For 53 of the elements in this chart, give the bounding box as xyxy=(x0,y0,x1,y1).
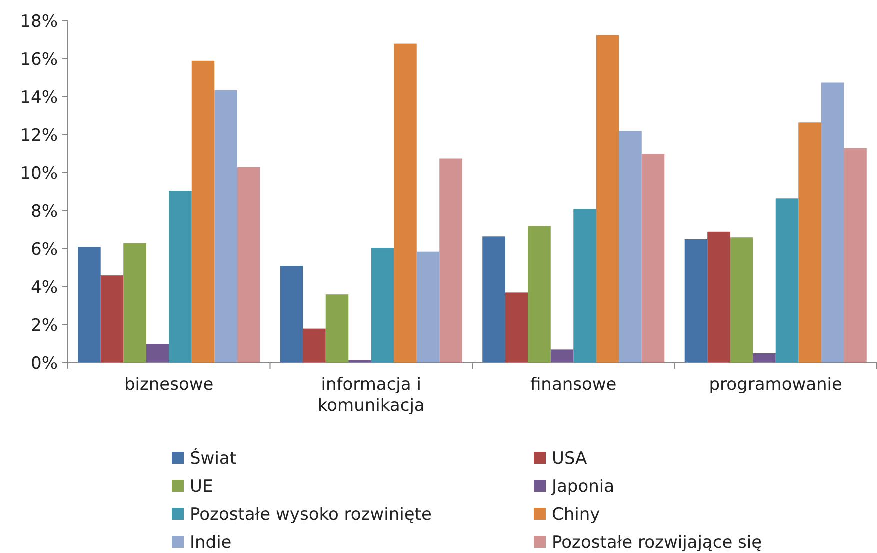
legend-label: USA xyxy=(552,448,588,469)
bar xyxy=(798,122,822,363)
x-tick-label: programowanie xyxy=(709,375,842,395)
x-tick-label: informacja i komunikacja xyxy=(318,375,425,416)
bar xyxy=(684,240,708,363)
legend-label: Indie xyxy=(190,532,232,553)
bar xyxy=(550,350,574,363)
bar xyxy=(708,232,730,363)
bar xyxy=(78,247,101,363)
legend-label: Pozostałe wysoko rozwinięte xyxy=(190,504,432,525)
bar xyxy=(303,328,326,363)
legend-label: Chiny xyxy=(552,504,600,525)
legend-label: UE xyxy=(190,476,214,497)
bar xyxy=(505,292,528,363)
bar xyxy=(237,167,260,363)
bar xyxy=(394,44,417,363)
bar xyxy=(596,35,620,363)
bar xyxy=(169,191,192,363)
y-tick-label: 6% xyxy=(31,240,58,260)
bar xyxy=(440,158,462,363)
bar xyxy=(146,344,170,363)
bar xyxy=(100,276,124,363)
bar xyxy=(642,154,665,363)
y-tick-label: 4% xyxy=(31,278,58,298)
y-tick-label: 2% xyxy=(31,316,58,336)
y-tick-label: 16% xyxy=(20,50,58,70)
y-tick-label: 8% xyxy=(31,202,58,222)
bar xyxy=(528,226,551,363)
y-tick-label: 14% xyxy=(20,88,58,108)
bar xyxy=(124,243,146,363)
y-tick-label: 0% xyxy=(31,354,58,374)
y-tick-label: 10% xyxy=(20,164,58,184)
bar xyxy=(776,198,799,363)
x-tick-label: finansowe xyxy=(530,375,617,395)
bar xyxy=(192,60,215,363)
bar xyxy=(326,294,349,363)
legend-label: Pozostałe rozwijające się xyxy=(552,532,762,553)
bar xyxy=(821,82,844,363)
legend-label: Japonia xyxy=(551,476,615,497)
bar xyxy=(214,90,238,363)
bar xyxy=(280,266,304,363)
bar xyxy=(730,238,754,363)
x-tick-label: biznesowe xyxy=(124,375,214,395)
bar xyxy=(619,131,642,363)
y-tick-label: 12% xyxy=(20,126,58,146)
bar xyxy=(371,248,394,363)
bar xyxy=(844,148,867,363)
bar xyxy=(482,236,506,363)
legend-label: Świat xyxy=(190,448,237,469)
bar xyxy=(416,252,440,363)
bar xyxy=(753,354,776,363)
y-tick-label: 18% xyxy=(20,12,58,32)
bar xyxy=(574,209,596,363)
